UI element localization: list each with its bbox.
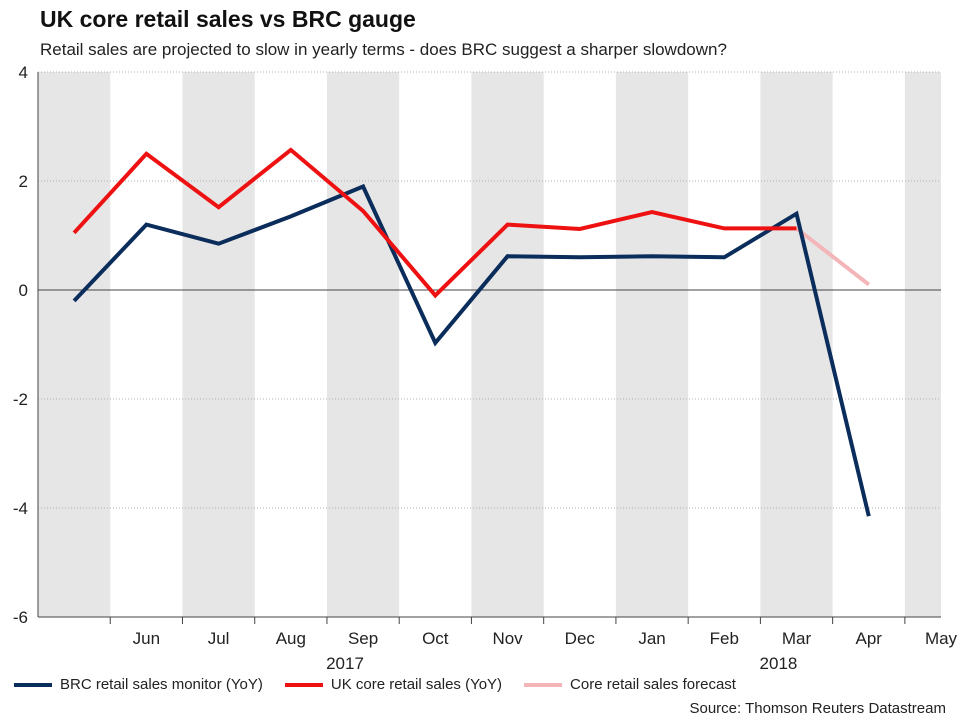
series-lines <box>72 147 871 517</box>
legend-label-brc: BRC retail sales monitor (YoY) <box>60 676 263 693</box>
gridlines <box>38 71 941 509</box>
shaded-band <box>904 72 941 617</box>
x-year-label: 2018 <box>760 654 798 673</box>
x-tick-label: Aug <box>276 629 306 648</box>
x-tick-label: Sep <box>348 629 378 648</box>
y-tick-label: 4 <box>19 63 28 82</box>
shaded-band <box>471 72 544 617</box>
x-tick-label: Apr <box>856 629 883 648</box>
x-tick-label: Oct <box>422 629 449 648</box>
series-brc-line <box>72 183 871 517</box>
x-tick-label: Jul <box>208 629 230 648</box>
legend-swatch-forecast <box>524 682 563 687</box>
legend-swatch-uk-core <box>284 682 323 687</box>
series-uk-core-line <box>72 147 797 299</box>
legend-swatch-brc <box>14 682 52 687</box>
shaded-band <box>326 72 400 617</box>
shaded-band <box>182 72 255 617</box>
y-tick-label: 2 <box>19 172 28 191</box>
y-tick-labels: 4 2 0 -2 -4 -6 <box>13 63 28 627</box>
y-tick-label: -4 <box>13 499 28 518</box>
x-tick-label: Mar <box>782 629 812 648</box>
shaded-bands <box>38 72 941 617</box>
x-tick-labels: Jun Jul Aug Sep Oct Nov Dec Jan Feb Mar Apr May 2017… <box>133 629 958 673</box>
x-tick-label: Jan <box>638 629 665 648</box>
legend-item-brc: BRC retail sales monitor (YoY) <box>14 676 263 693</box>
y-tick-label: 0 <box>19 281 28 300</box>
chart-title: UK core retail sales vs BRC gauge <box>40 6 416 32</box>
axes <box>37 72 941 624</box>
x-tick-label: Dec <box>565 629 596 648</box>
legend-label-uk-core: UK core retail sales (YoY) <box>330 676 503 693</box>
legend-label-forecast: Core retail sales forecast <box>570 676 736 693</box>
shaded-band <box>615 72 689 617</box>
y-tick-label: -2 <box>13 390 28 409</box>
y-tick-label: -6 <box>13 608 28 627</box>
x-year-label: 2017 <box>326 654 364 673</box>
legend-item-uk-core: UK core retail sales (YoY) <box>284 676 503 693</box>
shaded-band <box>760 72 833 617</box>
source-note: Source: Thomson Reuters Datastream <box>689 700 946 717</box>
legend: BRC retail sales monitor (YoY) UK core r… <box>14 676 758 693</box>
chart-subtitle: Retail sales are projected to slow in ye… <box>40 40 727 59</box>
x-tick-label: Feb <box>710 629 739 648</box>
x-tick-label: Jun <box>133 629 160 648</box>
x-tick-label: May <box>925 629 958 648</box>
x-tick-label: Nov <box>492 629 523 648</box>
shaded-band <box>38 72 111 617</box>
series-forecast-line <box>795 226 871 287</box>
legend-item-forecast: Core retail sales forecast <box>524 676 736 693</box>
